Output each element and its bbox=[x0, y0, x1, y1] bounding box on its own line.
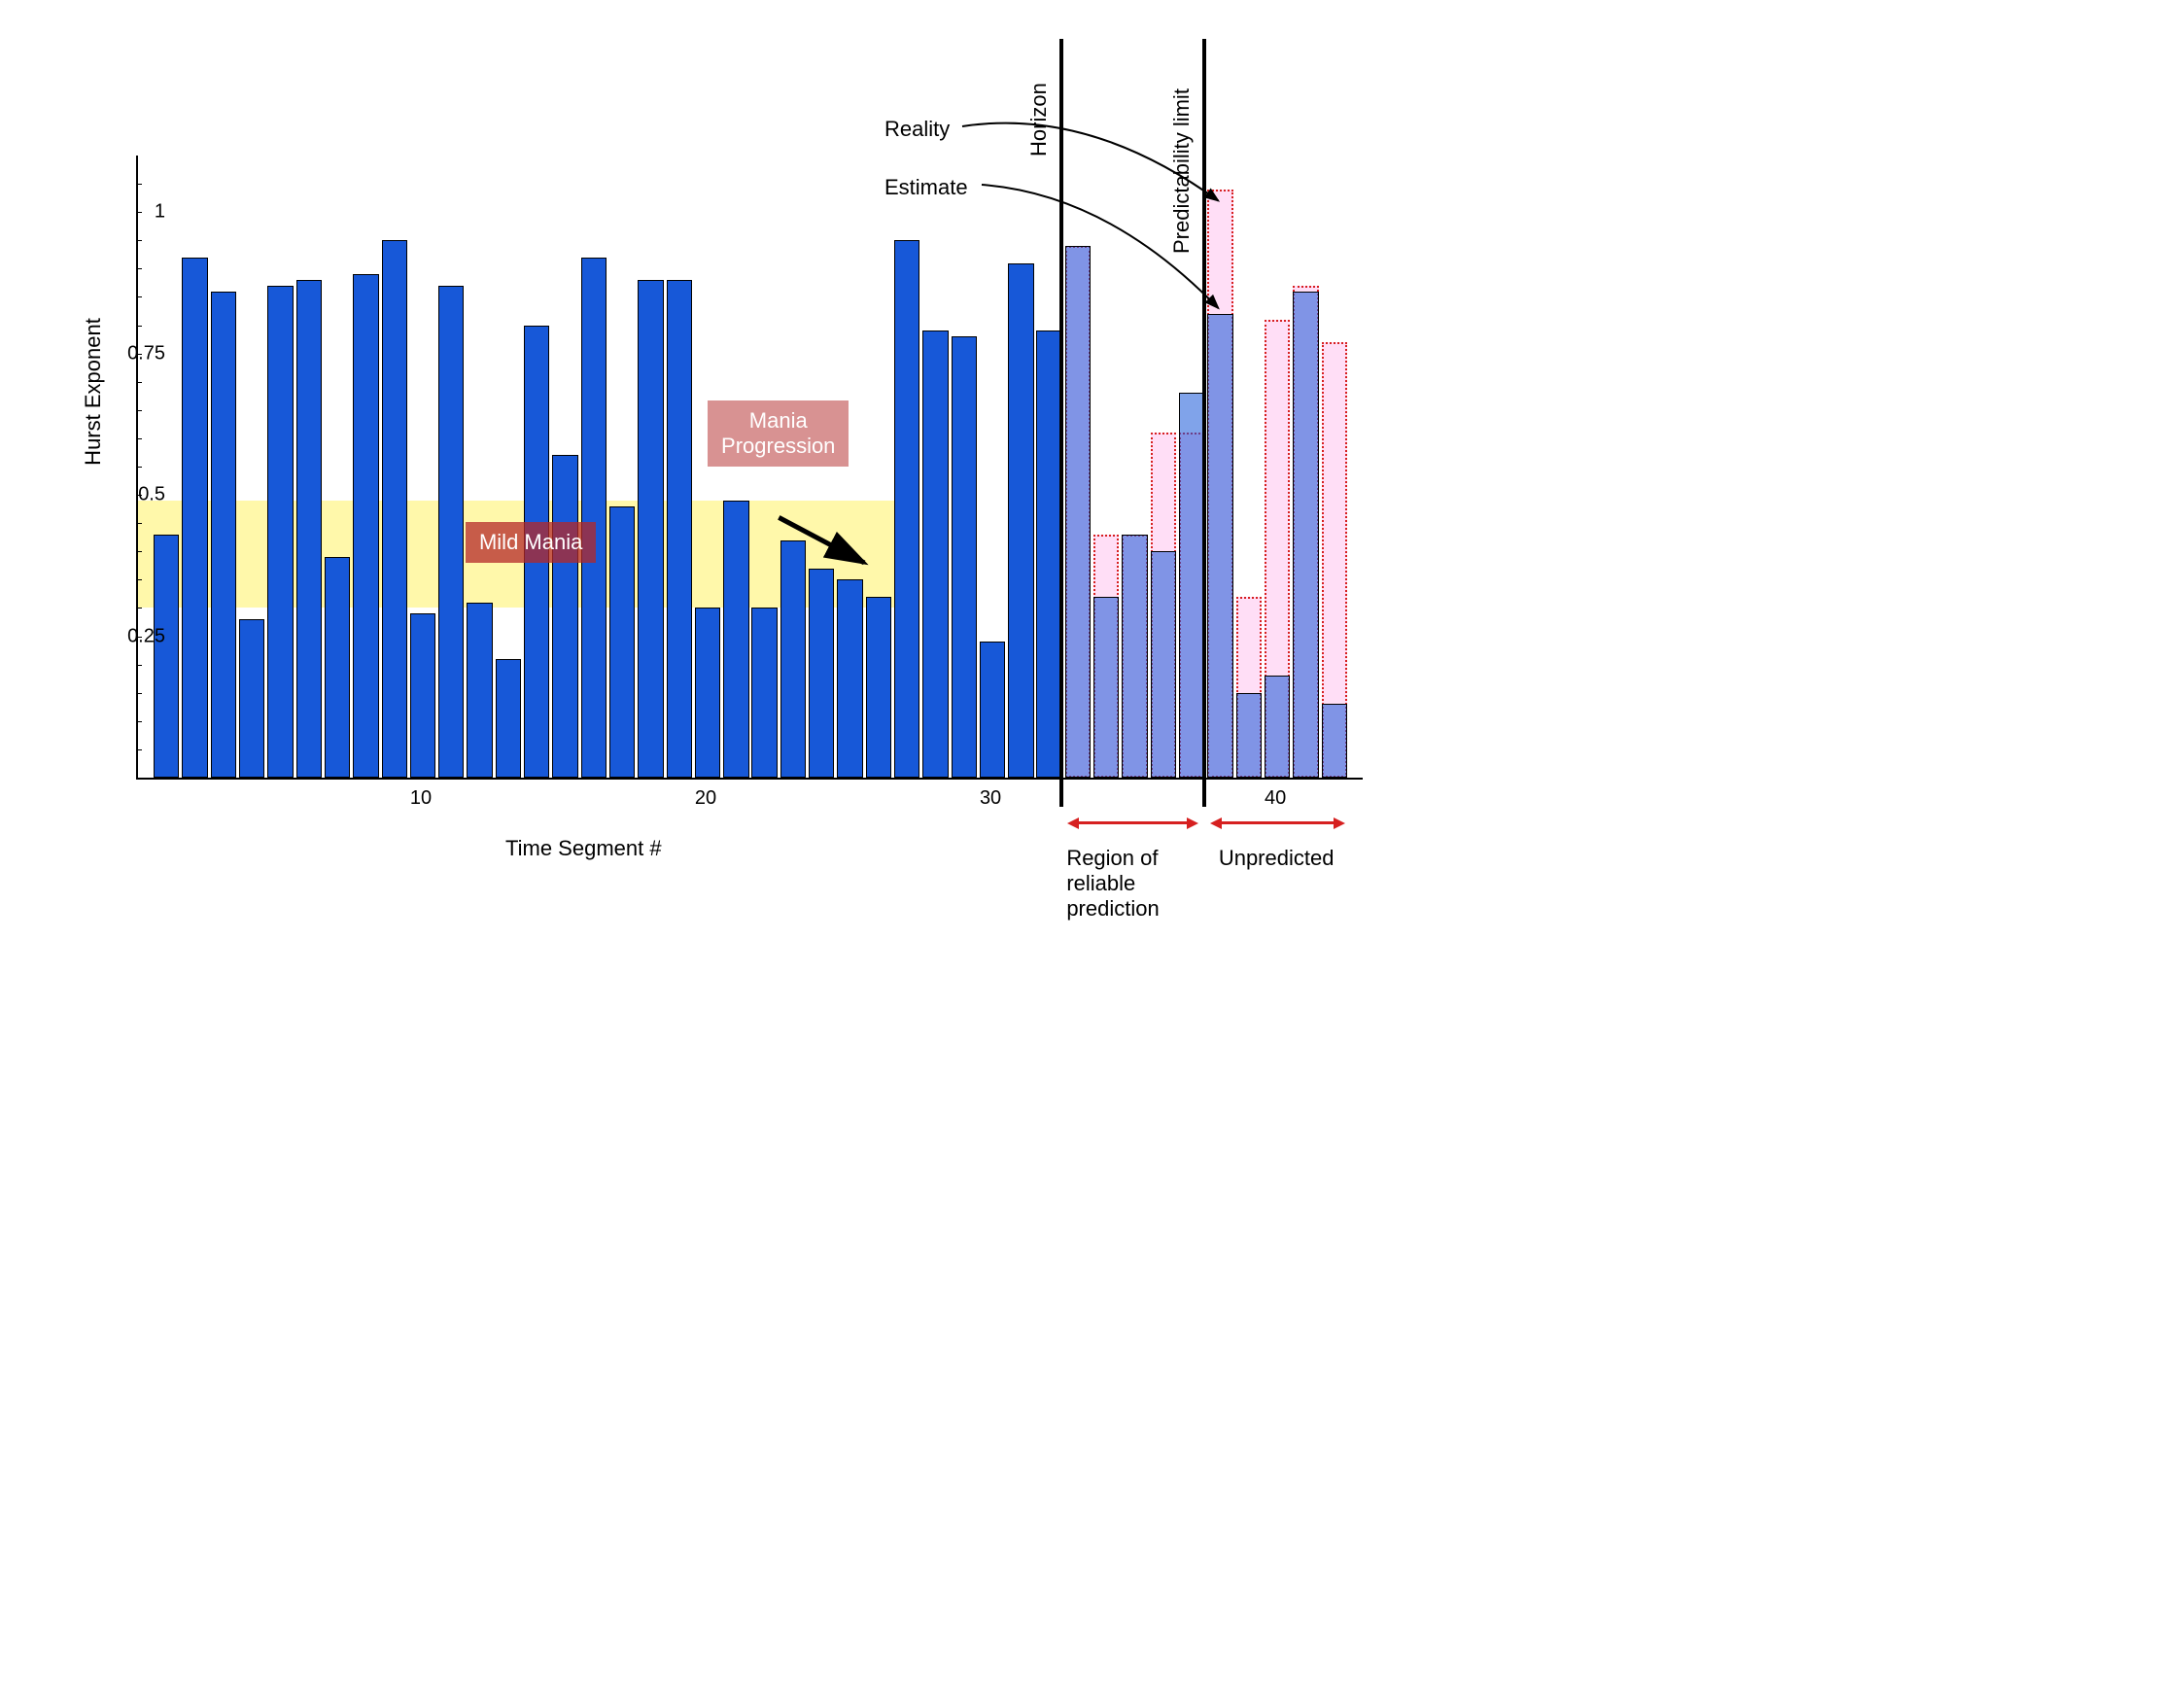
bar-blue bbox=[182, 258, 207, 778]
x-tick: 40 bbox=[1265, 787, 1286, 810]
bar-reality bbox=[1207, 314, 1232, 778]
bar-blue bbox=[382, 240, 407, 778]
mania-progression-label: Mania Progression bbox=[708, 400, 849, 467]
bar-blue bbox=[325, 557, 350, 778]
y-tick-minor bbox=[136, 665, 142, 666]
predictability-limit-label: Predictability limit bbox=[1169, 88, 1195, 254]
bar-blue bbox=[837, 579, 862, 778]
y-tick-minor bbox=[136, 523, 142, 524]
bar-blue bbox=[809, 569, 834, 778]
bar-blue bbox=[638, 280, 663, 778]
y-tick-minor bbox=[136, 354, 142, 355]
bar-reality bbox=[1322, 704, 1347, 778]
bar-blue bbox=[211, 292, 236, 778]
y-tick: 0.75 bbox=[127, 342, 165, 365]
bar-blue bbox=[952, 336, 977, 778]
bar-blue bbox=[353, 274, 378, 778]
bar-blue bbox=[751, 608, 777, 778]
bar-blue bbox=[581, 258, 607, 778]
bar-blue bbox=[980, 642, 1005, 778]
y-tick-minor bbox=[136, 382, 142, 383]
bar-blue bbox=[609, 506, 635, 778]
y-tick-minor bbox=[136, 410, 142, 411]
mild-mania-label: Mild Mania bbox=[466, 522, 596, 563]
y-tick-minor bbox=[136, 637, 142, 638]
y-tick-minor bbox=[136, 495, 142, 496]
reality-label: Reality bbox=[884, 117, 950, 142]
bar-blue bbox=[667, 280, 692, 778]
unpredicted-arrow-head-left bbox=[1210, 817, 1222, 829]
y-tick-minor bbox=[136, 268, 142, 269]
bar-reality bbox=[1093, 597, 1119, 778]
predictability-line bbox=[1202, 39, 1206, 807]
bar-blue bbox=[239, 619, 264, 778]
bar-blue bbox=[1008, 263, 1033, 778]
bar-reality bbox=[1265, 676, 1290, 778]
x-tick: 20 bbox=[695, 787, 716, 810]
bar-blue bbox=[780, 540, 806, 778]
y-tick: 0.5 bbox=[138, 484, 165, 506]
bar-blue bbox=[496, 659, 521, 778]
region-reliable-arrow bbox=[1077, 821, 1189, 824]
y-tick-minor bbox=[136, 551, 142, 552]
y-axis-label: Hurst Exponent bbox=[81, 318, 106, 466]
region-reliable-label: Region of reliable prediction bbox=[1066, 846, 1159, 922]
bar-blue bbox=[267, 286, 293, 778]
bar-reality bbox=[1122, 535, 1147, 778]
x-tick: 30 bbox=[980, 787, 1001, 810]
y-tick-minor bbox=[136, 579, 142, 580]
bar-reality bbox=[1293, 292, 1318, 778]
y-tick-minor bbox=[136, 212, 142, 213]
unpredicted-label: Unpredicted bbox=[1219, 846, 1335, 871]
bar-blue bbox=[467, 603, 492, 778]
unpredicted-arrow bbox=[1220, 821, 1335, 824]
bar-blue bbox=[296, 280, 322, 778]
bar-blue bbox=[1036, 330, 1061, 778]
bar-blue bbox=[695, 608, 720, 778]
bar-blue bbox=[723, 501, 748, 778]
horizon-line bbox=[1059, 39, 1063, 807]
bar-reality bbox=[1236, 693, 1262, 778]
bar-blue bbox=[438, 286, 464, 778]
y-tick-minor bbox=[136, 608, 142, 609]
bar-blue bbox=[922, 330, 948, 778]
x-axis-label: Time Segment # bbox=[505, 836, 662, 861]
estimate-label: Estimate bbox=[884, 175, 968, 200]
region-reliable-arrow-head-right bbox=[1187, 817, 1198, 829]
x-tick: 10 bbox=[410, 787, 432, 810]
y-tick-minor bbox=[136, 240, 142, 241]
y-tick-minor bbox=[136, 438, 142, 439]
hurst-chart: Hurst Exponent Mild Mania Mania Progressi… bbox=[39, 39, 1400, 1011]
horizon-label: Horizon bbox=[1026, 83, 1052, 156]
y-tick-minor bbox=[136, 296, 142, 297]
bar-reality bbox=[1179, 393, 1204, 778]
y-tick-minor bbox=[136, 693, 142, 694]
region-reliable-arrow-head-left bbox=[1067, 817, 1079, 829]
bar-blue bbox=[866, 597, 891, 778]
y-tick-minor bbox=[136, 721, 142, 722]
bar-blue bbox=[894, 240, 919, 778]
bar-reality bbox=[1065, 246, 1091, 778]
y-tick-minor bbox=[136, 184, 142, 185]
unpredicted-arrow-head-right bbox=[1334, 817, 1345, 829]
bar-blue bbox=[154, 535, 179, 778]
y-tick-minor bbox=[136, 749, 142, 750]
y-tick: 1 bbox=[155, 201, 165, 224]
bar-blue bbox=[552, 455, 577, 778]
y-tick: 0.25 bbox=[127, 625, 165, 647]
y-tick-minor bbox=[136, 326, 142, 327]
bar-blue bbox=[410, 613, 435, 778]
bar-reality bbox=[1151, 551, 1176, 778]
y-tick-minor bbox=[136, 467, 142, 468]
